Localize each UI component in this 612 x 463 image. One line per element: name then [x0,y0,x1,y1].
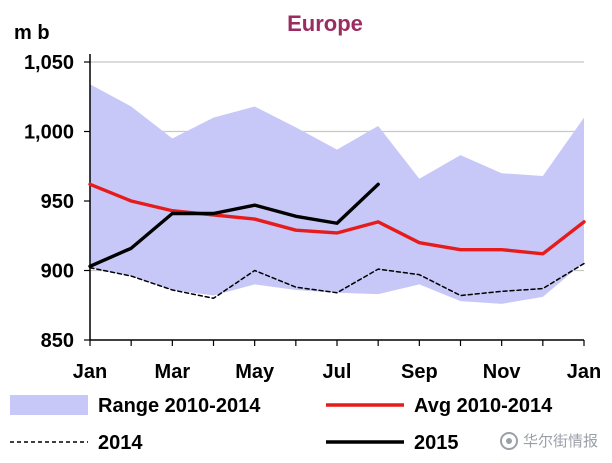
y-tick-label: 950 [41,191,74,213]
y-axis-label: m b [14,22,50,44]
watermark-text: 华尔街情报 [522,432,598,450]
y-tick-label: 850 [41,330,74,352]
chart-title: Europe [287,11,363,36]
legend-item-2: 2014 [10,432,143,454]
legend: Range 2010-2014 Avg 2010-2014 2014 2015 [10,395,553,454]
legend-item-1: Avg 2010-2014 [326,395,553,417]
y-tick-label: 1,000 [24,122,74,144]
series-line-1 [89,262,585,300]
legend-label: 2014 [98,432,143,454]
x-tick-label: Nov [483,361,522,383]
legend-item-3: 2015 [326,432,459,454]
x-tick-label: Jan [567,361,601,383]
chat-bubble-icon [499,431,518,450]
legend-swatch [10,395,88,415]
legend-item-0: Range 2010-2014 [10,395,261,417]
x-tick-label: Sep [401,361,438,383]
series-lines [88,182,586,300]
x-tick-label: Jul [323,361,352,383]
x-tick-label: Mar [155,361,191,383]
series-line-2 [88,182,380,269]
range-band [90,84,584,304]
legend-label: 2015 [414,432,459,454]
series-line-0 [88,182,586,256]
y-tick-label: 900 [41,261,74,283]
axes [84,54,585,346]
watermark: 华尔街情报 [499,430,598,451]
x-tick-label: Jan [73,361,107,383]
range-band-layer [90,84,584,304]
tick-labels: 850 900 950 1,000 1,050 Jan Mar May Jul Sep Nov Jan [24,52,601,383]
y-tick-label: 1,050 [24,52,74,74]
x-tick-label: May [235,361,275,383]
legend-label: Range 2010-2014 [98,395,261,417]
legend-label: Avg 2010-2014 [414,395,553,417]
